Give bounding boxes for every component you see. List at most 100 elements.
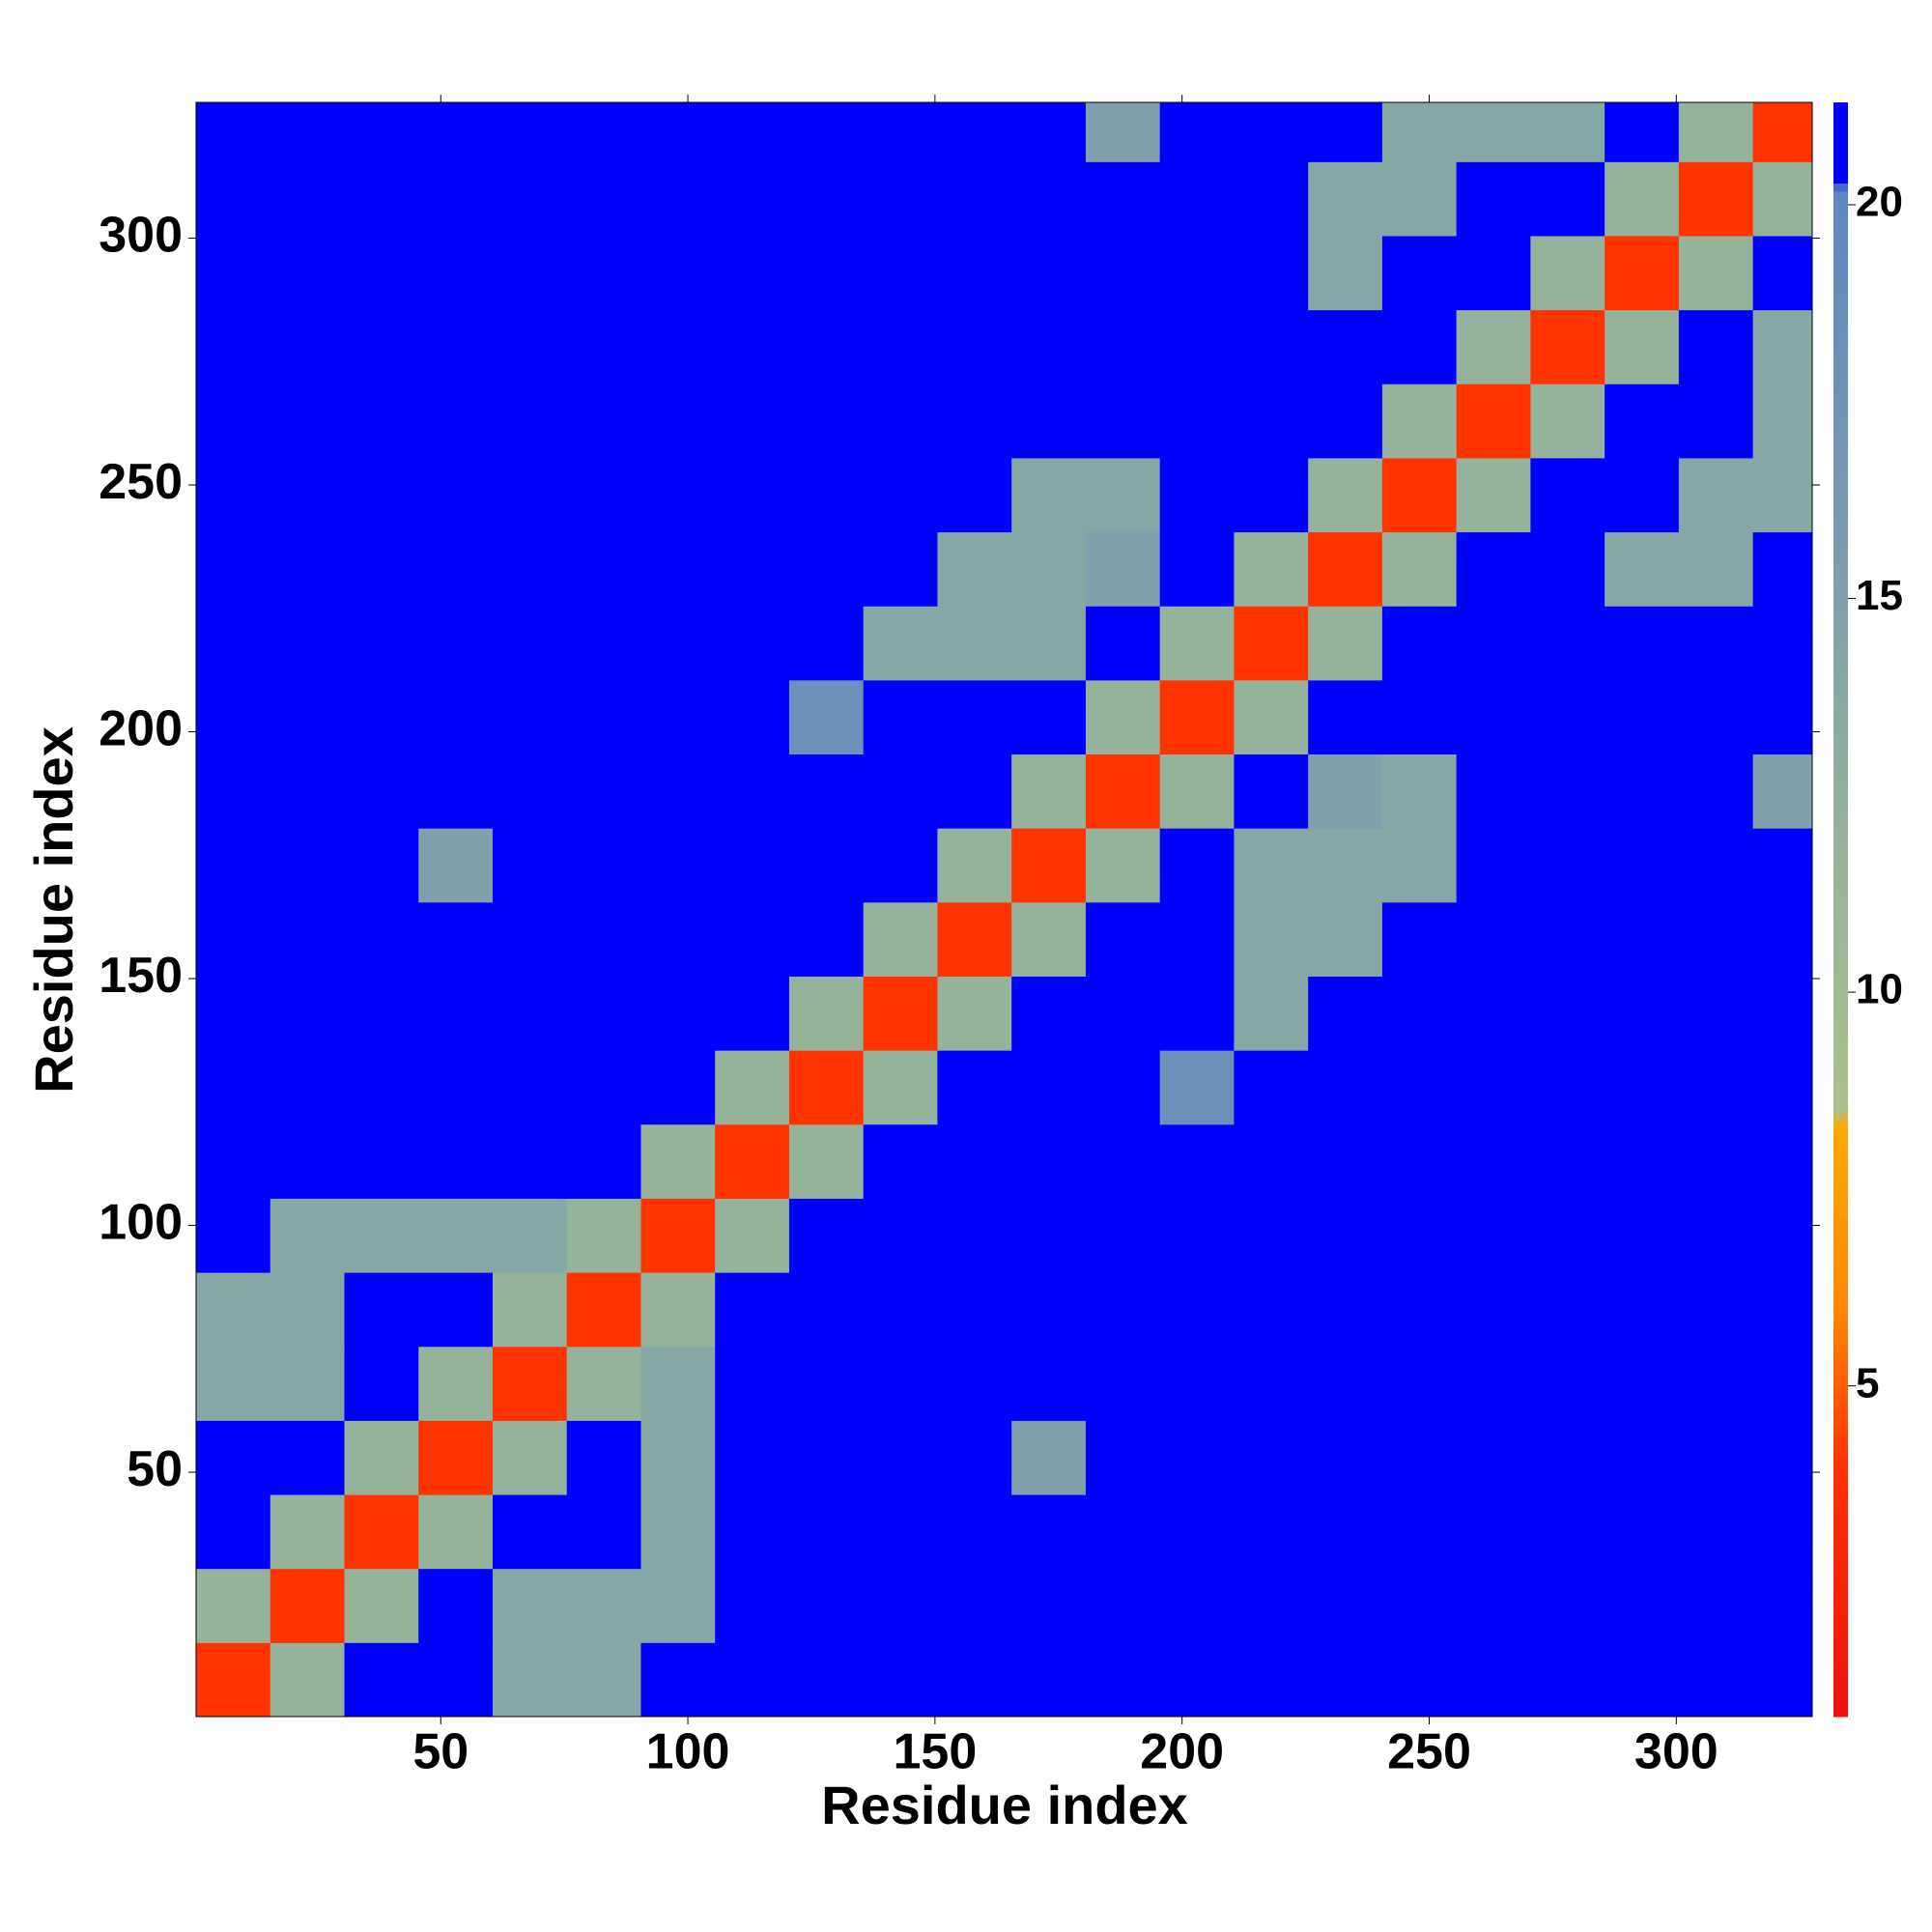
- colorbar-segment: [1833, 497, 1848, 507]
- heatmap-cell: [715, 1198, 790, 1273]
- heatmap-cell: [1752, 1642, 1813, 1718]
- heatmap-cell: [1381, 531, 1458, 607]
- heatmap-cell: [344, 384, 419, 459]
- heatmap-cell: [566, 1494, 641, 1570]
- colorbar-segment: [1833, 223, 1848, 233]
- heatmap-cell: [1605, 679, 1680, 755]
- heatmap-cell: [788, 901, 865, 977]
- heatmap-cell: [418, 384, 494, 459]
- heatmap-cell: [1530, 235, 1605, 311]
- heatmap-cell: [566, 606, 641, 681]
- colorbar-segment: [1833, 877, 1848, 886]
- heatmap-cell: [1456, 679, 1531, 755]
- heatmap-cell: [344, 1050, 419, 1125]
- colorbar-segment: [1833, 1571, 1848, 1580]
- heatmap-cell: [418, 753, 494, 829]
- heatmap-cell: [937, 606, 1012, 681]
- heatmap-cell: [788, 102, 865, 162]
- heatmap-cell: [196, 1272, 271, 1348]
- colorbar-segment: [1833, 1087, 1848, 1096]
- heatmap-cell: [788, 753, 865, 829]
- colorbar-segment: [1833, 1506, 1848, 1516]
- heatmap-cell: [492, 1420, 568, 1495]
- heatmap-cell: [270, 828, 345, 903]
- colorbar-segment: [1833, 1676, 1848, 1686]
- heatmap-cell: [1381, 753, 1458, 829]
- colorbar-segment: [1833, 1127, 1848, 1136]
- x-tick-label: 300: [1634, 1724, 1719, 1780]
- colorbar-segment: [1833, 731, 1848, 741]
- heatmap-cell: [1234, 531, 1309, 607]
- heatmap-cell: [196, 753, 271, 829]
- heatmap-cell: [1011, 1494, 1087, 1570]
- colorbar-segment: [1833, 102, 1848, 111]
- colorbar-segment: [1833, 1635, 1848, 1645]
- colorbar-segment: [1833, 1103, 1848, 1112]
- heatmap-cell: [196, 1346, 271, 1421]
- colorbar-segment: [1833, 562, 1848, 572]
- colorbar-segment: [1833, 1643, 1848, 1653]
- heatmap-cell: [715, 1346, 790, 1421]
- heatmap-cell: [270, 901, 345, 977]
- colorbar-segment: [1833, 603, 1848, 611]
- colorbar-segment: [1833, 449, 1848, 459]
- heatmap-cell: [715, 976, 790, 1051]
- colorbar-segment: [1833, 416, 1848, 426]
- heatmap-cell: [270, 1272, 345, 1348]
- colorbar-segment: [1833, 320, 1848, 329]
- heatmap-cell: [270, 102, 345, 162]
- colorbar-segment: [1833, 1474, 1848, 1484]
- heatmap-cell: [1530, 384, 1605, 459]
- heatmap-cell: [566, 901, 641, 977]
- heatmap-cell: [1234, 606, 1309, 681]
- heatmap-cell: [1234, 384, 1309, 459]
- heatmap-cell: [1381, 1050, 1458, 1125]
- heatmap-cell: [715, 1123, 790, 1199]
- colorbar-segment: [1833, 740, 1848, 749]
- colorbar-segment: [1833, 1119, 1848, 1128]
- heatmap-cell: [1308, 606, 1383, 681]
- heatmap-cell: [492, 1123, 568, 1199]
- heatmap-cell: [1381, 1123, 1458, 1199]
- heatmap-cell: [1456, 901, 1531, 977]
- heatmap-cell: [863, 828, 938, 903]
- colorbar-segment: [1833, 1337, 1848, 1347]
- colorbar-segment: [1833, 1465, 1848, 1475]
- heatmap-cell: [1011, 1642, 1087, 1718]
- heatmap-cell: [566, 753, 641, 829]
- heatmap-cell: [640, 1420, 716, 1495]
- colorbar-segment: [1833, 578, 1848, 587]
- colorbar-segment: [1833, 611, 1848, 620]
- heatmap-cell: [1605, 161, 1680, 237]
- heatmap-cell: [1530, 1346, 1605, 1421]
- heatmap-cell: [1752, 1198, 1813, 1273]
- heatmap-cell: [196, 901, 271, 977]
- heatmap-cell: [937, 1420, 1012, 1495]
- colorbar-segment: [1833, 828, 1848, 838]
- colorbar-segment: [1833, 514, 1848, 523]
- colorbar-segment: [1833, 1272, 1848, 1282]
- heatmap-cell: [640, 1642, 716, 1718]
- colorbar-segment: [1833, 377, 1848, 385]
- heatmap-cell: [640, 161, 716, 237]
- heatmap-cell: [1011, 606, 1087, 681]
- heatmap-cell: [937, 1568, 1012, 1643]
- heatmap-cell: [715, 1568, 790, 1643]
- colorbar-segment: [1833, 707, 1848, 717]
- heatmap-cell: [863, 235, 938, 311]
- heatmap-cell: [196, 828, 271, 903]
- colorbar-segment: [1833, 401, 1848, 410]
- heatmap-cell: [715, 901, 790, 977]
- heatmap-cell: [1530, 309, 1605, 384]
- colorbar-segment: [1833, 247, 1848, 257]
- heatmap-cell: [640, 1272, 716, 1348]
- heatmap-cell: [1530, 1123, 1605, 1199]
- heatmap-cell: [344, 1123, 419, 1199]
- colorbar-segment: [1833, 1684, 1848, 1693]
- heatmap-cell: [1752, 679, 1813, 755]
- heatmap-cell: [937, 309, 1012, 384]
- heatmap-cell: [1159, 1420, 1235, 1495]
- heatmap-cell: [1085, 102, 1161, 162]
- heatmap-cell: [1605, 828, 1680, 903]
- colorbar-segment: [1833, 1280, 1848, 1290]
